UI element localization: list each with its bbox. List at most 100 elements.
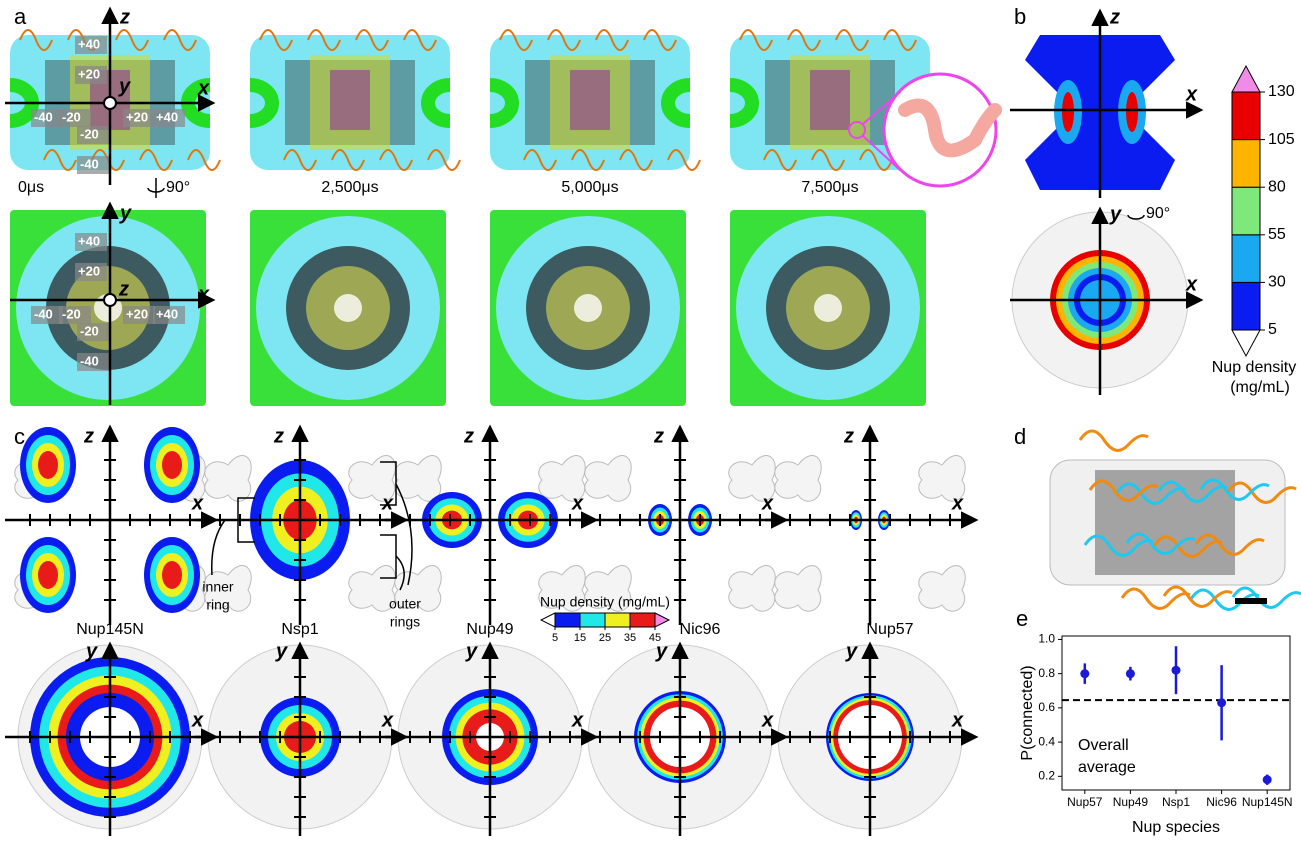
label: ring [206, 597, 229, 613]
label: x [571, 492, 584, 514]
scaffold-outline [585, 456, 631, 502]
label: 80 [1268, 178, 1286, 195]
label: x [1185, 83, 1198, 105]
y-tick-label: 0.4 [1038, 734, 1055, 748]
label: z [1109, 6, 1120, 28]
label: e [1016, 606, 1028, 631]
label: y [275, 640, 288, 662]
label: y [845, 640, 858, 662]
colorbar-tick-label: 45 [649, 632, 661, 644]
point [1172, 666, 1181, 675]
fg-nups-2 [810, 70, 850, 130]
label: 90° [166, 179, 190, 196]
label: +40 [156, 306, 178, 321]
colorbar-tick-label: 5 [552, 632, 558, 644]
colorbar-segment [1232, 235, 1260, 283]
colorbar-under [1232, 330, 1260, 356]
figure: abcdezyx+40+20-40-20+20+40-20-40yzx+40+2… [0, 0, 1301, 837]
label: +20 [78, 263, 100, 278]
density-blob [162, 561, 182, 589]
label: Nup density [1212, 359, 1297, 376]
label: 5 [1268, 321, 1277, 338]
fg-center [574, 294, 602, 322]
label: -20 [80, 323, 99, 338]
colorbar-segment [630, 613, 655, 627]
label: x [191, 492, 204, 514]
label: 5,000μs [561, 179, 618, 196]
label: x [761, 709, 774, 731]
label: Nup species [1132, 819, 1220, 836]
label: z [843, 425, 854, 447]
y-tick-label: 1.0 [1038, 632, 1055, 646]
label: outer [389, 596, 421, 612]
label: -40 [80, 156, 99, 171]
point [1080, 669, 1089, 678]
colorbar-segment [1232, 140, 1260, 188]
density-blob [38, 561, 58, 589]
label: y [118, 75, 131, 97]
colorbar-tick-label: 15 [574, 632, 586, 644]
label: x [571, 709, 584, 731]
strand [1122, 589, 1190, 608]
colorbar-over [1232, 66, 1260, 92]
fg-nups-2 [570, 70, 610, 130]
label: x [951, 709, 964, 731]
fg-center [814, 294, 842, 322]
colorbar-tick-label: 25 [599, 632, 611, 644]
label: y [1109, 203, 1122, 225]
label: z [119, 6, 130, 28]
x-tick-label: Nup57 [1067, 795, 1103, 809]
label: y [85, 640, 98, 662]
y-tick-label: 0.8 [1038, 666, 1055, 680]
y-tick-label: 0.2 [1038, 768, 1055, 782]
label: Nup density (mg/mL) [540, 594, 670, 610]
scaffold-outline [729, 566, 775, 612]
label: x [381, 492, 394, 514]
label: Nup49 [466, 621, 513, 638]
label: rings [390, 614, 420, 630]
colorbar-segment [1232, 282, 1260, 330]
colorbar-tick-label: 35 [624, 632, 636, 644]
point [1217, 698, 1226, 707]
label: z [83, 425, 94, 447]
label: 90° [1146, 205, 1170, 222]
label: y [465, 640, 478, 662]
colorbar-over [655, 613, 669, 627]
label: 105 [1268, 131, 1295, 148]
label: +20 [126, 109, 148, 124]
label: z [463, 425, 474, 447]
density-side-4 [1062, 92, 1074, 132]
label: x [1185, 273, 1198, 295]
label: d [1014, 424, 1026, 449]
colorbar-segment [555, 613, 580, 627]
label: Nup145N [76, 621, 144, 638]
scaffold-outline [775, 456, 821, 502]
label: +40 [78, 36, 100, 51]
point [1263, 775, 1272, 784]
x-tick-label: Nup49 [1113, 795, 1149, 809]
label: x [761, 492, 774, 514]
density-side-5 [1126, 92, 1138, 132]
label: a [14, 4, 27, 29]
scaffold-outline [775, 566, 821, 612]
colorbar-segment [605, 613, 630, 627]
label: 7,500μs [801, 179, 858, 196]
label: 130 [1268, 83, 1295, 100]
label: Nic96 [680, 621, 721, 638]
label: -40 [80, 353, 99, 368]
axis-origin [104, 294, 116, 306]
label: average [1078, 759, 1136, 776]
label: x [951, 492, 964, 514]
axis-origin [104, 97, 116, 109]
label: Nsp1 [281, 621, 318, 638]
label: 55 [1268, 226, 1286, 243]
label: z [118, 278, 129, 300]
label: +20 [78, 66, 100, 81]
strand [1080, 431, 1148, 450]
scale-bar [1235, 598, 1267, 604]
colorbar-segment [1232, 92, 1260, 140]
x-tick-label: Nsp1 [1162, 795, 1190, 809]
label: inner [202, 579, 233, 595]
density-blob [162, 451, 182, 479]
scaffold-outline [395, 456, 441, 502]
